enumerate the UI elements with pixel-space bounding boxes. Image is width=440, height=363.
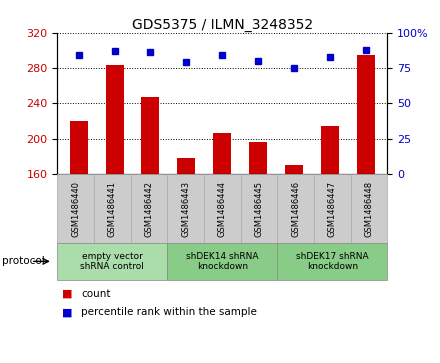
Text: GSM1486444: GSM1486444 (218, 181, 227, 237)
Text: ■: ■ (62, 289, 72, 299)
Bar (213, 132, 231, 174)
Text: GSM1486440: GSM1486440 (71, 181, 80, 237)
Bar (142, 97, 159, 174)
Text: shDEK14 shRNA
knockdown: shDEK14 shRNA knockdown (186, 252, 258, 271)
Text: GSM1486445: GSM1486445 (254, 181, 264, 237)
Text: GSM1486442: GSM1486442 (144, 181, 154, 237)
Text: GSM1486448: GSM1486448 (364, 181, 374, 237)
Text: percentile rank within the sample: percentile rank within the sample (81, 307, 257, 317)
Text: count: count (81, 289, 111, 299)
Bar (177, 158, 195, 174)
Text: protocol: protocol (2, 256, 45, 266)
Text: shDEK17 shRNA
knockdown: shDEK17 shRNA knockdown (296, 252, 369, 271)
Bar (357, 55, 374, 174)
Bar (285, 166, 303, 174)
Bar (321, 126, 339, 174)
Bar (106, 65, 124, 174)
Text: GSM1486443: GSM1486443 (181, 181, 190, 237)
Text: empty vector
shRNA control: empty vector shRNA control (80, 252, 144, 271)
Text: ■: ■ (62, 307, 72, 317)
Bar (70, 121, 88, 174)
Text: GSM1486447: GSM1486447 (328, 181, 337, 237)
Bar (249, 142, 267, 174)
Text: GSM1486441: GSM1486441 (108, 181, 117, 237)
Title: GDS5375 / ILMN_3248352: GDS5375 / ILMN_3248352 (132, 18, 313, 32)
Text: GSM1486446: GSM1486446 (291, 181, 300, 237)
